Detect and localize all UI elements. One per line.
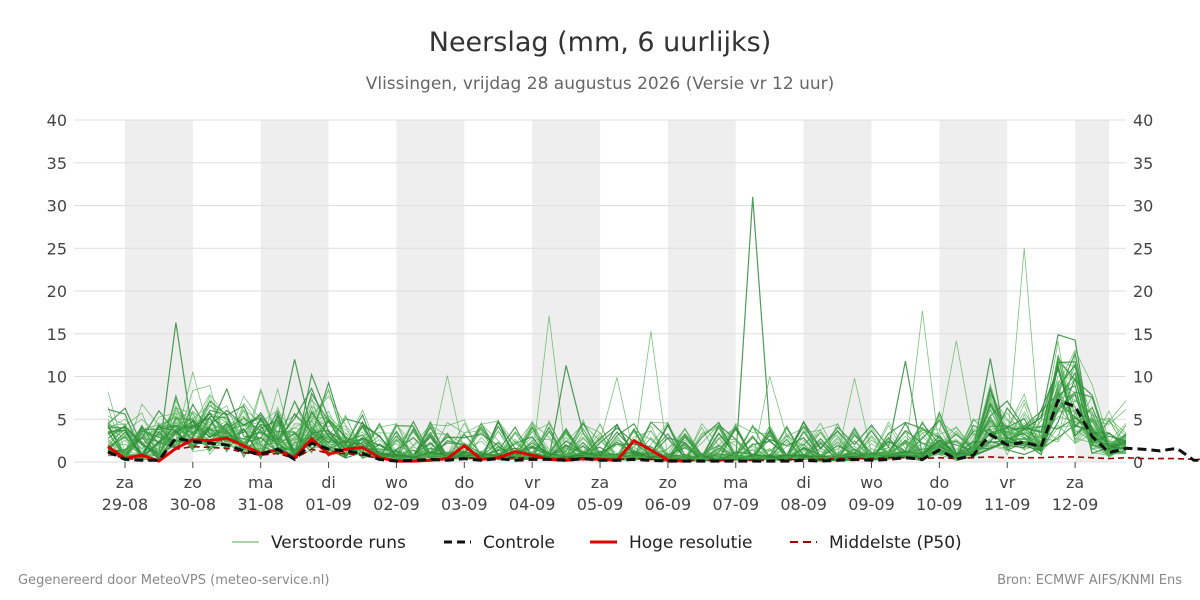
- precipitation-chart: Neerslag (mm, 6 uurlijks) Vlissingen, vr…: [47, 27, 1200, 553]
- x-tick-day: ma: [723, 473, 748, 492]
- x-tick-date: 02-09: [373, 495, 420, 514]
- legend: Verstoorde runs Controle Hoge resolutie Mid…: [232, 533, 962, 553]
- x-tick-day: vr: [999, 473, 1015, 492]
- x-tick-date: 01-09: [305, 495, 352, 514]
- perturbed-run-line: [107, 349, 1127, 462]
- x-tick-day: vr: [524, 473, 540, 492]
- x-tick-date: 04-09: [509, 495, 556, 514]
- x-tick-date: 10-09: [916, 495, 963, 514]
- x-axis: za 29-08 zo 30-08 ma 31-08 di 01-09 wo 02-09 do 03-…: [102, 462, 1099, 514]
- y-tick-label: 5: [57, 410, 67, 429]
- x-tick-date: 31-08: [237, 495, 284, 514]
- x-tick-date: 12-09: [1052, 495, 1099, 514]
- x-tick-date: 30-08: [170, 495, 217, 514]
- x-tick-day: do: [929, 473, 949, 492]
- y-tick-label: 5: [1133, 410, 1143, 429]
- x-tick-day: di: [321, 473, 336, 492]
- x-tick-day: za: [116, 473, 134, 492]
- legend-label: Verstoorde runs: [271, 533, 406, 553]
- y-tick-label: 0: [1133, 453, 1143, 472]
- x-tick-day: ma: [248, 473, 273, 492]
- x-tick-date: 07-09: [713, 495, 760, 514]
- y-axis-left: 0 5 10 15 20 25 30 35 40: [47, 111, 67, 472]
- y-axis-right: 0 5 10 15 20 25 30 35 40: [1133, 111, 1153, 472]
- legend-label: Hoge resolutie: [629, 533, 753, 553]
- main-series: [107, 398, 1200, 463]
- legend-label: Middelste (P50): [829, 533, 962, 553]
- x-tick-day: wo: [385, 473, 408, 492]
- footer-source: Bron: ECMWF AIFS/KNMI Ens: [997, 573, 1182, 588]
- footer-generated-by: Gegenereerd door MeteoVPS (meteo-service…: [18, 573, 330, 588]
- y-tick-label: 40: [47, 111, 67, 130]
- x-tick-day: wo: [860, 473, 883, 492]
- x-tick-date: 09-09: [848, 495, 895, 514]
- y-tick-label: 25: [1133, 239, 1153, 258]
- perturbed-run-line: [107, 361, 1127, 462]
- y-tick-label: 10: [47, 368, 67, 387]
- x-tick-day: zo: [659, 473, 677, 492]
- y-tick-label: 10: [1133, 368, 1153, 387]
- y-tick-label: 30: [47, 197, 67, 216]
- y-tick-label: 35: [1133, 154, 1153, 173]
- perturbed-run-line: [107, 366, 1127, 463]
- x-tick-date: 03-09: [441, 495, 488, 514]
- perturbed-run-line: [107, 385, 1127, 463]
- y-tick-label: 15: [47, 325, 67, 344]
- x-tick-day: do: [454, 473, 474, 492]
- y-tick-label: 30: [1133, 197, 1153, 216]
- perturbed-run-line: [107, 387, 1127, 461]
- chart-subtitle: Vlissingen, vrijdag 28 augustus 2026 (Ve…: [366, 74, 835, 94]
- control-line: [107, 398, 1200, 463]
- x-tick-date: 06-09: [645, 495, 692, 514]
- legend-label: Controle: [483, 533, 555, 553]
- y-tick-label: 25: [47, 239, 67, 258]
- chart-title: Neerslag (mm, 6 uurlijks): [429, 27, 771, 58]
- y-tick-label: 0: [57, 453, 67, 472]
- x-tick-date: 05-09: [577, 495, 624, 514]
- x-tick-date: 08-09: [780, 495, 827, 514]
- x-tick-day: za: [591, 473, 609, 492]
- x-tick-date: 11-09: [984, 495, 1031, 514]
- x-tick-date: 29-08: [102, 495, 149, 514]
- x-tick-day: za: [1066, 473, 1084, 492]
- x-tick-day: di: [796, 473, 811, 492]
- y-tick-label: 20: [47, 282, 67, 301]
- y-tick-label: 20: [1133, 282, 1153, 301]
- y-tick-label: 35: [47, 154, 67, 173]
- x-tick-day: zo: [184, 473, 202, 492]
- y-tick-label: 15: [1133, 325, 1153, 344]
- y-tick-label: 40: [1133, 111, 1153, 130]
